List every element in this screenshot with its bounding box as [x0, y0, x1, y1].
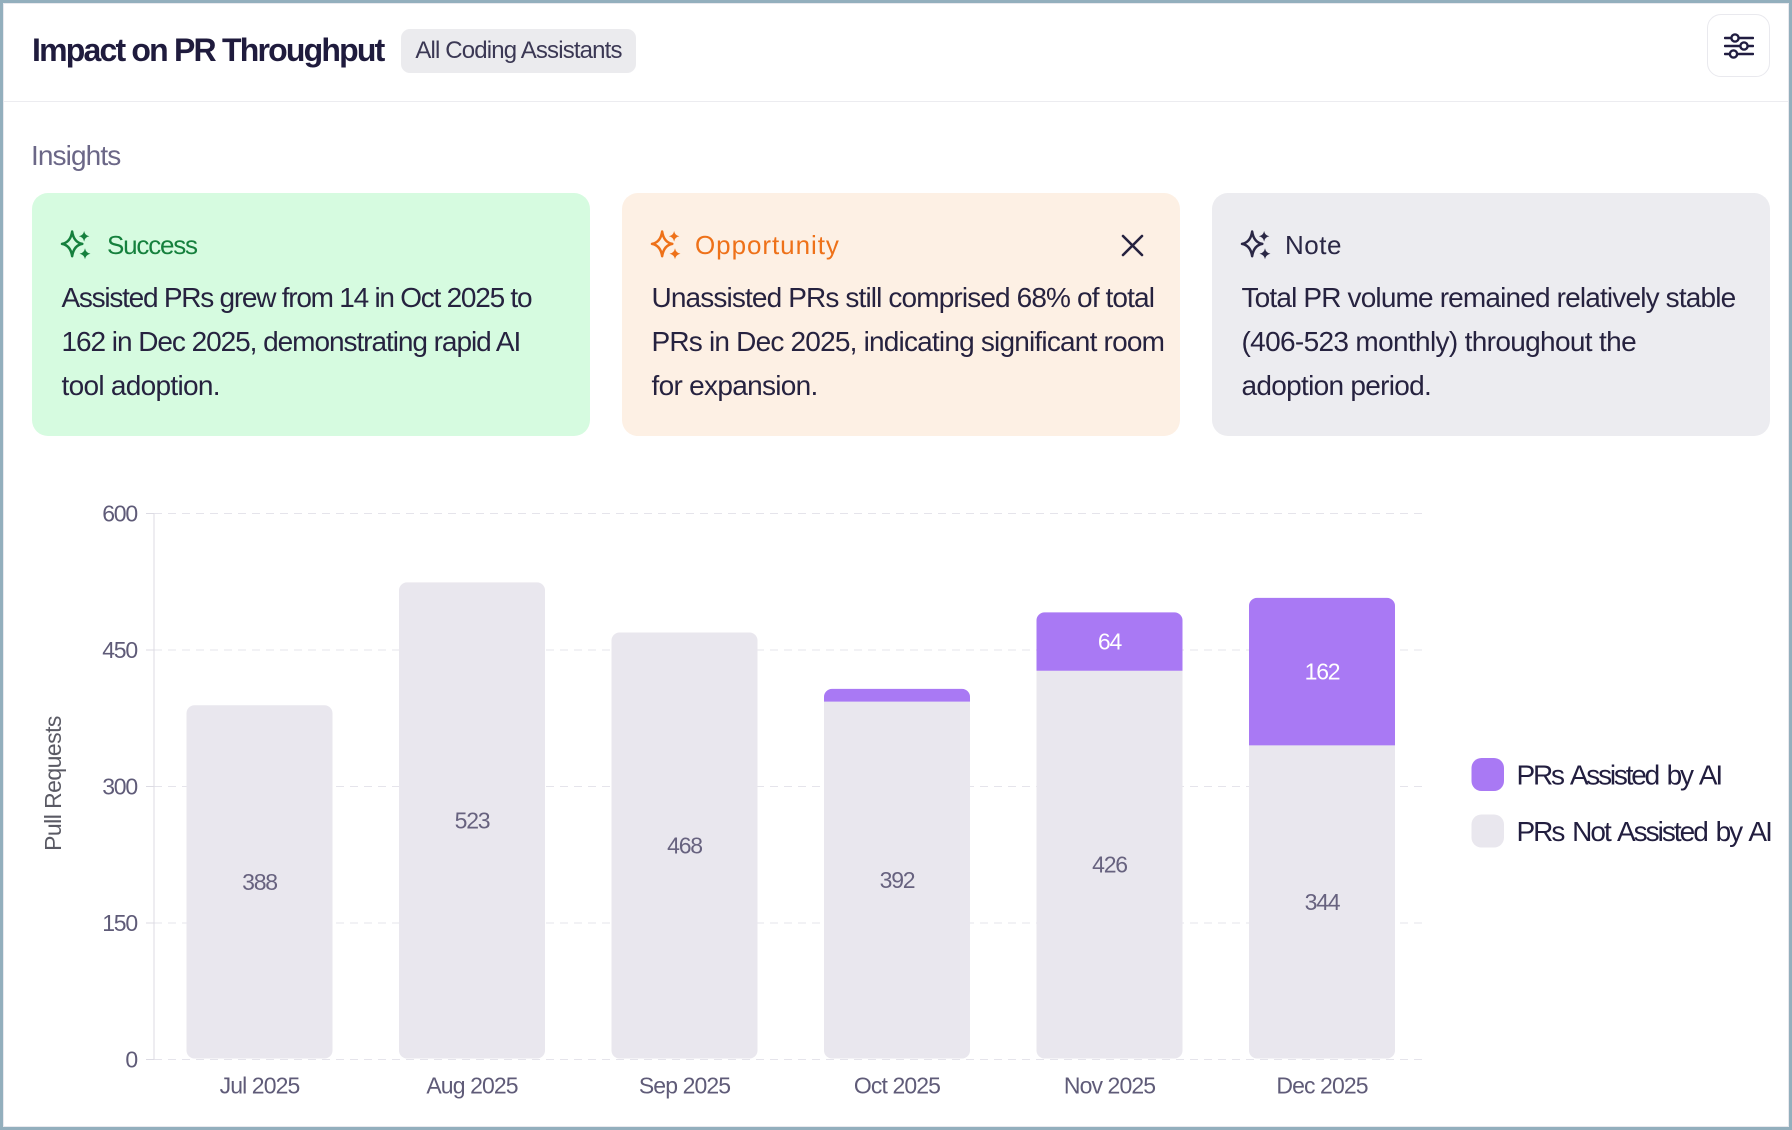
svg-text:344: 344: [1305, 889, 1341, 915]
svg-text:Sep 2025: Sep 2025: [639, 1073, 730, 1099]
svg-text:Nov 2025: Nov 2025: [1064, 1073, 1155, 1099]
svg-text:150: 150: [102, 910, 137, 936]
svg-text:162: 162: [1305, 659, 1340, 685]
svg-text:PRs Not Assisted by AI: PRs Not Assisted by AI: [1517, 816, 1772, 847]
svg-text:388: 388: [242, 869, 277, 895]
svg-text:468: 468: [667, 833, 702, 859]
svg-text:600: 600: [102, 501, 137, 527]
svg-text:0: 0: [125, 1047, 137, 1073]
svg-text:Oct 2025: Oct 2025: [854, 1073, 940, 1099]
svg-text:392: 392: [880, 867, 915, 893]
svg-text:64: 64: [1098, 629, 1123, 655]
svg-text:523: 523: [455, 808, 490, 834]
svg-text:Aug 2025: Aug 2025: [426, 1073, 517, 1099]
svg-text:Pull Requests: Pull Requests: [40, 716, 66, 851]
svg-text:Dec 2025: Dec 2025: [1276, 1073, 1367, 1099]
svg-text:450: 450: [102, 637, 137, 663]
svg-text:426: 426: [1092, 852, 1127, 878]
svg-text:PRs Assisted by AI: PRs Assisted by AI: [1517, 759, 1722, 790]
svg-text:300: 300: [102, 774, 137, 800]
svg-text:Jul 2025: Jul 2025: [220, 1073, 300, 1099]
